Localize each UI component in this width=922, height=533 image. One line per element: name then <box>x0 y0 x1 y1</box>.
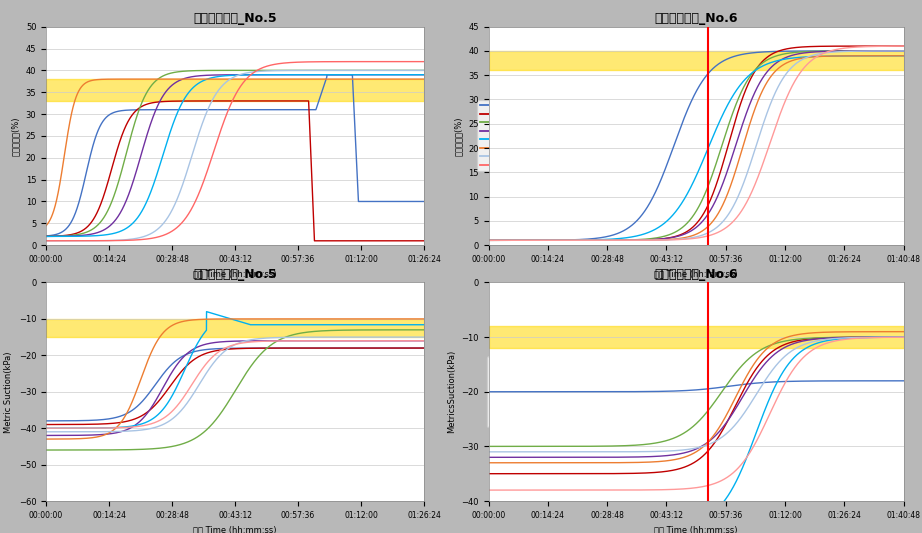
X-axis label: 시간 Time (hh:mm:ss): 시간 Time (hh:mm:ss) <box>194 270 277 278</box>
Y-axis label: 토양함수비(%): 토양함수비(%) <box>454 116 463 156</box>
X-axis label: 시간 Time (hh:mm:ss): 시간 Time (hh:mm:ss) <box>655 526 738 533</box>
Title: 간극수압센서_No.5: 간극수압센서_No.5 <box>194 268 277 281</box>
Bar <box>489 326 904 348</box>
X-axis label: 시간 Time (hh:mm:ss): 시간 Time (hh:mm:ss) <box>194 526 277 533</box>
Bar <box>489 51 904 70</box>
Title: 토양수분센서_No.6: 토양수분센서_No.6 <box>655 12 738 26</box>
Y-axis label: MetricsSuction(kPa): MetricsSuction(kPa) <box>447 350 455 433</box>
Legend: Tensio_V(1), Tensio_V(2), Tensio_V(3), Tensio_V(4), Tensio_V(5), Tensio_V(6), Te: Tensio_V(1), Tensio_V(2), Tensio_V(3), T… <box>488 356 546 427</box>
Y-axis label: Metric Suction(kPa): Metric Suction(kPa) <box>5 351 13 432</box>
Bar <box>46 319 424 337</box>
Title: 토양수분센서_No.5: 토양수분센서_No.5 <box>194 12 277 26</box>
Legend: SoilWater_V(1), SoilWater_V(2), SoilWater_V(3), SoilWater_V(4), SoilWater_V(5), : SoilWater_V(1), SoilWater_V(2), SoilWate… <box>478 100 546 172</box>
X-axis label: 시간 Time (hh:mm:ss): 시간 Time (hh:mm:ss) <box>655 270 738 278</box>
Bar <box>46 79 424 101</box>
Title: 간극수압센서_No.6: 간극수압센서_No.6 <box>655 268 738 281</box>
Y-axis label: 토양함수비(%): 토양함수비(%) <box>11 116 20 156</box>
